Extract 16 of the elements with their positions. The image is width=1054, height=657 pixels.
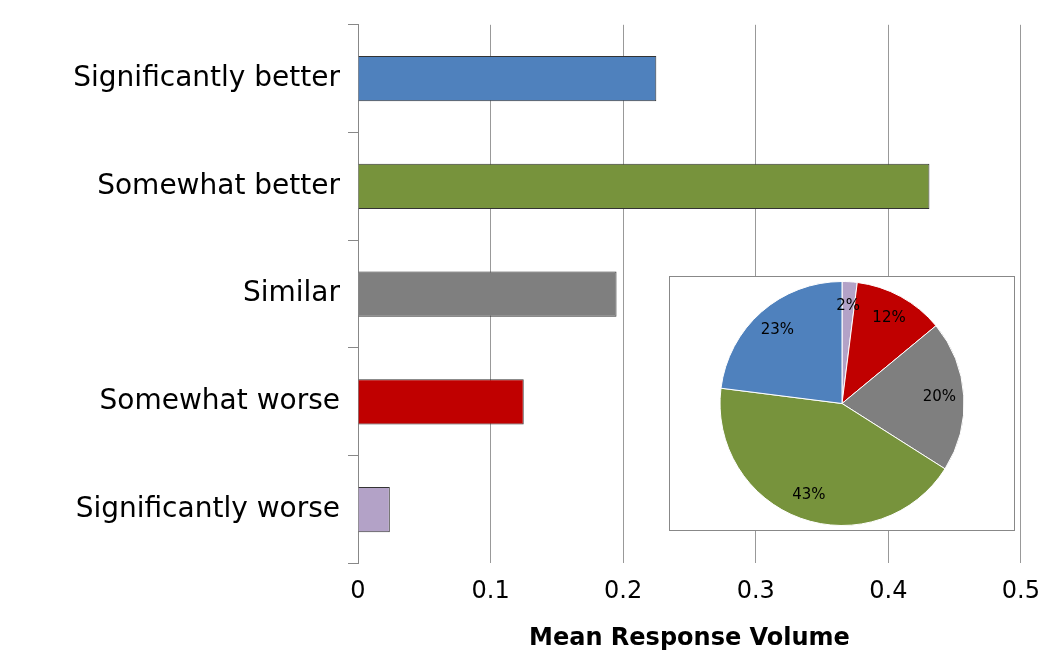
y-tick-label: Significantly better: [73, 59, 341, 93]
data-label: 43%: [792, 485, 826, 504]
x-axis-title: Mean Response Volume: [529, 622, 850, 651]
data-label: 12%: [872, 307, 906, 326]
y-tick-label: Somewhat better: [97, 167, 341, 201]
y-tick-label: Similar: [242, 275, 341, 309]
x-tick-label: 0.2: [604, 576, 643, 605]
x-tick-label: 0: [350, 576, 366, 605]
x-tick-label: 0.5: [1001, 576, 1040, 605]
x-tick-label: 0.3: [736, 576, 775, 605]
y-tick-label: Somewhat worse: [99, 383, 340, 417]
data-label: 23%: [760, 320, 795, 339]
y-tick-label: Significantly worse: [75, 490, 340, 524]
data-label: 20%: [922, 387, 957, 406]
x-tick-label: 0.4: [869, 576, 908, 605]
x-tick-label: 0.1: [471, 576, 510, 605]
